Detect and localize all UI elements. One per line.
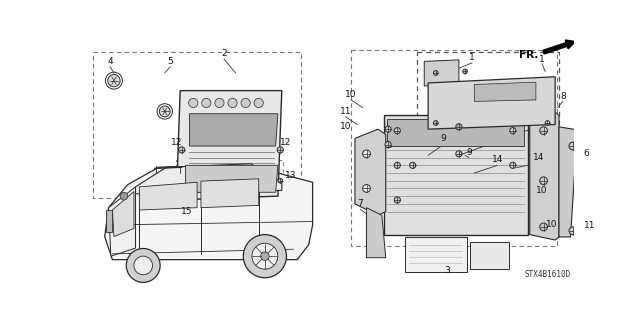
Text: 11: 11: [340, 107, 351, 116]
FancyArrow shape: [543, 40, 575, 54]
Text: 4: 4: [108, 57, 113, 66]
Text: 9: 9: [466, 148, 472, 157]
Circle shape: [509, 162, 516, 168]
Bar: [417, 52, 559, 135]
Polygon shape: [559, 127, 586, 237]
Text: 12: 12: [171, 138, 182, 147]
Text: 2: 2: [221, 49, 227, 58]
Polygon shape: [186, 165, 278, 192]
Text: 8: 8: [560, 92, 566, 100]
Circle shape: [456, 124, 462, 130]
Circle shape: [228, 98, 237, 108]
Circle shape: [385, 126, 391, 132]
Text: 10: 10: [545, 220, 557, 229]
Circle shape: [202, 98, 211, 108]
Text: 10: 10: [340, 122, 351, 131]
Polygon shape: [367, 208, 386, 258]
Circle shape: [179, 147, 185, 153]
Circle shape: [410, 162, 416, 168]
Polygon shape: [201, 179, 259, 208]
Polygon shape: [109, 187, 136, 256]
Circle shape: [363, 150, 371, 158]
Circle shape: [278, 178, 283, 183]
Circle shape: [363, 185, 371, 192]
Circle shape: [463, 69, 467, 74]
Text: 13: 13: [285, 171, 297, 180]
Circle shape: [120, 192, 128, 200]
Polygon shape: [140, 182, 197, 210]
Text: 10: 10: [536, 186, 548, 195]
Bar: [93, 52, 301, 198]
Polygon shape: [176, 91, 282, 200]
Text: 11: 11: [584, 221, 596, 230]
Polygon shape: [424, 60, 459, 86]
Polygon shape: [530, 112, 559, 240]
Circle shape: [241, 98, 250, 108]
Circle shape: [189, 98, 198, 108]
Text: 15: 15: [180, 207, 192, 216]
Circle shape: [540, 177, 547, 185]
Circle shape: [545, 121, 550, 125]
Circle shape: [456, 151, 462, 157]
Circle shape: [509, 128, 516, 134]
Polygon shape: [428, 77, 555, 129]
Circle shape: [394, 197, 401, 203]
Circle shape: [540, 223, 547, 231]
Text: 1: 1: [539, 55, 545, 63]
Circle shape: [159, 106, 170, 117]
Circle shape: [540, 127, 547, 135]
Text: 9: 9: [440, 134, 446, 143]
Text: 3: 3: [444, 266, 450, 275]
Circle shape: [277, 147, 284, 153]
Bar: [176, 160, 283, 200]
Circle shape: [394, 162, 401, 168]
Polygon shape: [113, 191, 134, 237]
Text: 10: 10: [346, 90, 357, 99]
Text: 1: 1: [469, 53, 475, 62]
Polygon shape: [384, 115, 528, 235]
Circle shape: [215, 98, 224, 108]
Circle shape: [254, 98, 263, 108]
Circle shape: [243, 235, 287, 278]
Text: 14: 14: [492, 155, 503, 164]
Circle shape: [569, 227, 577, 235]
Text: STX4B1610D: STX4B1610D: [524, 270, 570, 278]
Text: 6: 6: [583, 149, 589, 158]
Text: 5: 5: [167, 57, 173, 66]
Circle shape: [394, 128, 401, 134]
Bar: [405, 237, 467, 271]
Circle shape: [126, 249, 160, 282]
Polygon shape: [105, 164, 312, 260]
Text: 7: 7: [358, 199, 364, 208]
Circle shape: [433, 70, 438, 75]
Circle shape: [108, 74, 120, 87]
Bar: [470, 242, 509, 269]
Circle shape: [569, 142, 577, 150]
Polygon shape: [474, 82, 536, 101]
Bar: [351, 50, 557, 246]
Circle shape: [260, 252, 269, 261]
Polygon shape: [136, 164, 282, 194]
Circle shape: [252, 243, 278, 269]
Circle shape: [385, 141, 391, 148]
Polygon shape: [387, 119, 524, 146]
Circle shape: [433, 121, 438, 125]
Bar: [106, 210, 113, 232]
Polygon shape: [189, 114, 278, 146]
Polygon shape: [355, 129, 386, 215]
Text: 12: 12: [280, 138, 291, 147]
Text: 14: 14: [532, 153, 544, 162]
Circle shape: [134, 256, 152, 275]
Text: FR.: FR.: [519, 50, 538, 60]
